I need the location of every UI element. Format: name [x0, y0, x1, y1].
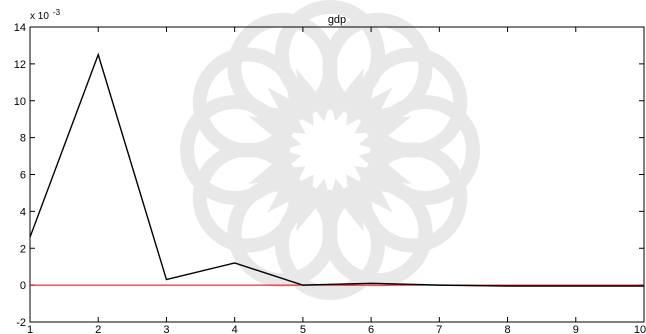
- axis-ticks: [29, 26, 645, 323]
- x-tick-label: 8: [504, 324, 510, 334]
- watermark-petal: [322, 12, 433, 123]
- watermark-petal: [227, 12, 338, 123]
- y-tick-label: 14: [14, 22, 26, 34]
- watermark-petal: [357, 47, 468, 158]
- ornamental-star-watermark: [180, 0, 480, 300]
- x-tick-label: 3: [163, 324, 169, 334]
- x-tick-label: 10: [634, 324, 646, 334]
- watermark-petal: [370, 95, 480, 205]
- y-tick-label: 12: [14, 59, 26, 71]
- x-tick-label: 1: [27, 324, 33, 334]
- watermark-petal: [180, 95, 290, 205]
- x-tick-label: 5: [300, 324, 306, 334]
- y-tick-label: 6: [20, 170, 26, 182]
- series-layer: [29, 52, 644, 287]
- y-multiplier-exponent: -3: [53, 8, 61, 17]
- y-tick-label: 8: [20, 133, 26, 145]
- x-tick-label: 7: [436, 324, 442, 334]
- watermark-petal: [227, 177, 338, 288]
- gdp-response-line: [29, 52, 644, 287]
- watermark-petal: [322, 177, 433, 288]
- watermark-petal: [275, 0, 385, 110]
- x-tick-label: 4: [232, 324, 238, 334]
- y-axis-multiplier: x 10 -3: [30, 6, 61, 23]
- x-tick-label: 2: [95, 324, 101, 334]
- y-multiplier-base: x 10: [30, 11, 49, 22]
- y-tick-label: 10: [14, 96, 26, 108]
- x-tick-label: 9: [573, 324, 579, 334]
- y-tick-label: -2: [16, 317, 26, 329]
- x-tick-label: 6: [368, 324, 374, 334]
- watermark-center-star: [241, 61, 419, 239]
- y-tick-label: 0: [20, 280, 26, 292]
- y-tick-label: 2: [20, 243, 26, 255]
- watermark-petal: [275, 190, 385, 300]
- y-tick-label: 4: [20, 206, 26, 218]
- watermark-petal: [192, 142, 303, 253]
- watermark-petal: [357, 142, 468, 253]
- watermark-petal: [192, 47, 303, 158]
- chart-title: gdp: [328, 14, 346, 26]
